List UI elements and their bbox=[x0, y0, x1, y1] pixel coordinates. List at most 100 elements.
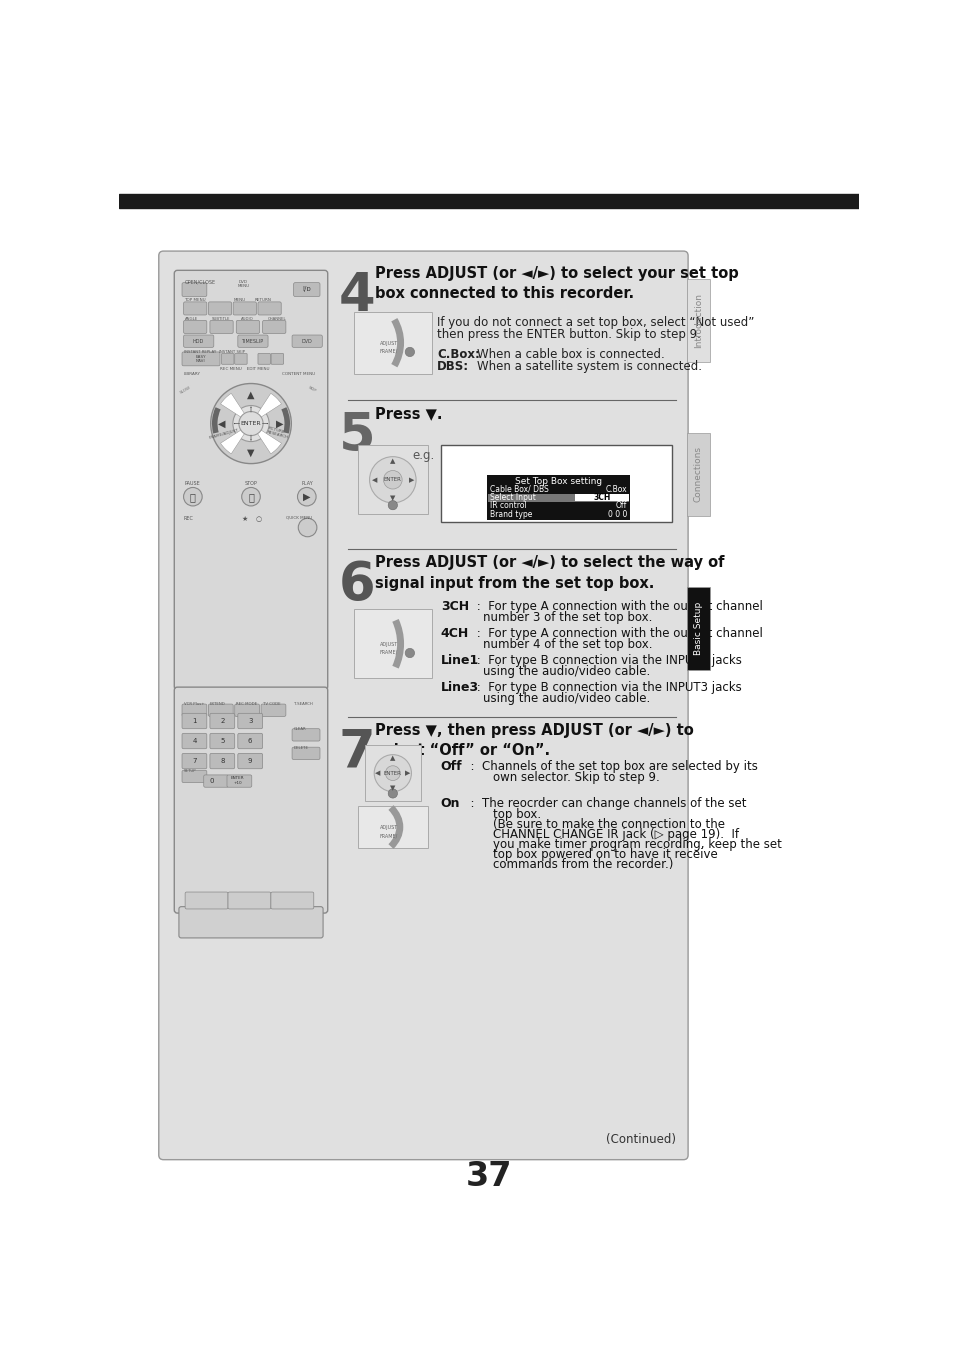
Text: Line1: Line1 bbox=[440, 654, 478, 667]
Text: ◀: ◀ bbox=[375, 770, 380, 776]
FancyBboxPatch shape bbox=[158, 251, 687, 1159]
FancyBboxPatch shape bbox=[183, 302, 207, 315]
Text: ANGLE: ANGLE bbox=[185, 317, 198, 321]
Text: ENTER
+10: ENTER +10 bbox=[231, 776, 244, 785]
Text: REC MODE: REC MODE bbox=[236, 702, 257, 706]
Circle shape bbox=[388, 500, 397, 510]
Text: 7: 7 bbox=[192, 758, 196, 764]
Text: ▼: ▼ bbox=[390, 495, 395, 501]
Text: ADJUST: ADJUST bbox=[379, 825, 397, 830]
Bar bbox=[365, 745, 420, 801]
Text: CONTENT MENU: CONTENT MENU bbox=[282, 372, 314, 376]
Text: I/ɒ: I/ɒ bbox=[302, 286, 311, 291]
Circle shape bbox=[183, 488, 202, 506]
Text: RETURN: RETURN bbox=[254, 298, 272, 302]
Text: 4: 4 bbox=[193, 739, 196, 744]
Circle shape bbox=[383, 470, 402, 489]
Text: ENTER: ENTER bbox=[240, 421, 261, 426]
Text: then press the ENTER button. Skip to step 9.: then press the ENTER button. Skip to ste… bbox=[436, 328, 700, 341]
Bar bbox=[575, 495, 629, 501]
Text: (Continued): (Continued) bbox=[605, 1132, 675, 1146]
Text: 37: 37 bbox=[465, 1161, 512, 1193]
Text: INSTANT REPLAY  INSTANT SKIP: INSTANT REPLAY INSTANT SKIP bbox=[183, 349, 244, 353]
Text: :  The reocrder can change channels of the set: : The reocrder can change channels of th… bbox=[462, 797, 745, 810]
FancyBboxPatch shape bbox=[210, 321, 233, 333]
Text: Connections: Connections bbox=[693, 446, 702, 503]
Text: STOP: STOP bbox=[244, 481, 257, 487]
FancyBboxPatch shape bbox=[221, 353, 233, 364]
Text: QUICK MENU: QUICK MENU bbox=[286, 516, 312, 520]
Circle shape bbox=[405, 348, 415, 357]
Bar bbox=[357, 806, 427, 848]
Circle shape bbox=[374, 755, 411, 791]
Circle shape bbox=[369, 457, 416, 503]
FancyBboxPatch shape bbox=[185, 892, 228, 909]
Text: SLOW: SLOW bbox=[179, 386, 192, 395]
Text: VCR Plus+: VCR Plus+ bbox=[183, 702, 204, 706]
Bar bbox=[354, 609, 431, 678]
Text: DBS:: DBS: bbox=[436, 360, 469, 373]
Text: ▲: ▲ bbox=[390, 755, 395, 762]
Text: DVD
MENU: DVD MENU bbox=[237, 279, 249, 288]
Text: PLAY: PLAY bbox=[301, 481, 314, 487]
Text: number 4 of the set top box.: number 4 of the set top box. bbox=[483, 638, 652, 651]
Text: ▼: ▼ bbox=[390, 785, 395, 791]
Text: TV CODE: TV CODE bbox=[262, 702, 280, 706]
Bar bbox=[686, 433, 709, 516]
FancyBboxPatch shape bbox=[174, 271, 328, 689]
FancyBboxPatch shape bbox=[182, 283, 207, 297]
Text: When a satellite system is connected.: When a satellite system is connected. bbox=[476, 360, 701, 373]
Text: 0: 0 bbox=[209, 778, 213, 785]
Text: 0 0 0: 0 0 0 bbox=[607, 510, 626, 519]
FancyBboxPatch shape bbox=[234, 704, 259, 716]
Text: :  For type B connection via the INPUT1 jacks: : For type B connection via the INPUT1 j… bbox=[473, 654, 741, 667]
Text: IR control: IR control bbox=[490, 501, 526, 511]
Text: CHANNEL: CHANNEL bbox=[267, 317, 286, 321]
FancyBboxPatch shape bbox=[261, 704, 286, 716]
Text: EASY
NAVI: EASY NAVI bbox=[195, 355, 206, 363]
Circle shape bbox=[388, 789, 397, 798]
Text: FRAME/: FRAME/ bbox=[379, 833, 397, 838]
Text: Set Top Box setting: Set Top Box setting bbox=[515, 477, 601, 487]
Text: REC: REC bbox=[183, 516, 193, 520]
FancyBboxPatch shape bbox=[182, 713, 207, 729]
Circle shape bbox=[241, 488, 260, 506]
Text: ⏹: ⏹ bbox=[248, 492, 253, 501]
FancyBboxPatch shape bbox=[292, 747, 319, 759]
FancyBboxPatch shape bbox=[210, 713, 234, 729]
Text: SETUP: SETUP bbox=[183, 768, 196, 772]
Text: Introduction: Introduction bbox=[693, 293, 702, 348]
FancyBboxPatch shape bbox=[183, 336, 213, 348]
Text: using the audio/video cable.: using the audio/video cable. bbox=[483, 692, 650, 705]
Text: ADJUST: ADJUST bbox=[379, 341, 397, 346]
Text: LIBRARY: LIBRARY bbox=[183, 372, 200, 376]
FancyBboxPatch shape bbox=[208, 704, 233, 716]
Bar bbox=[487, 493, 629, 501]
Text: 3: 3 bbox=[248, 718, 253, 724]
Text: you make timer program recording, keep the set: you make timer program recording, keep t… bbox=[462, 838, 781, 851]
Text: top box powered on to have it receive: top box powered on to have it receive bbox=[462, 848, 717, 861]
Wedge shape bbox=[251, 423, 281, 454]
Text: C.Box: C.Box bbox=[605, 485, 626, 493]
FancyBboxPatch shape bbox=[210, 733, 234, 748]
Text: number 3 of the set top box.: number 3 of the set top box. bbox=[483, 611, 652, 624]
FancyBboxPatch shape bbox=[292, 336, 322, 348]
Text: ▲: ▲ bbox=[247, 390, 254, 400]
Text: 4: 4 bbox=[338, 270, 375, 322]
Text: CLEAR: CLEAR bbox=[294, 727, 306, 731]
Text: FRAME/ADJUST: FRAME/ADJUST bbox=[208, 429, 239, 439]
Text: Brand type: Brand type bbox=[490, 510, 532, 519]
Text: 7: 7 bbox=[338, 727, 375, 779]
FancyBboxPatch shape bbox=[234, 353, 247, 364]
Bar bbox=[686, 586, 709, 670]
Text: ENTER: ENTER bbox=[383, 477, 401, 483]
Text: ▲: ▲ bbox=[390, 458, 395, 464]
Circle shape bbox=[211, 384, 291, 464]
Text: e.g.: e.g. bbox=[412, 449, 435, 462]
Text: 6: 6 bbox=[248, 739, 253, 744]
Circle shape bbox=[297, 488, 315, 506]
FancyBboxPatch shape bbox=[262, 321, 286, 333]
FancyBboxPatch shape bbox=[182, 733, 207, 748]
Text: 9: 9 bbox=[248, 758, 253, 764]
FancyBboxPatch shape bbox=[237, 713, 262, 729]
